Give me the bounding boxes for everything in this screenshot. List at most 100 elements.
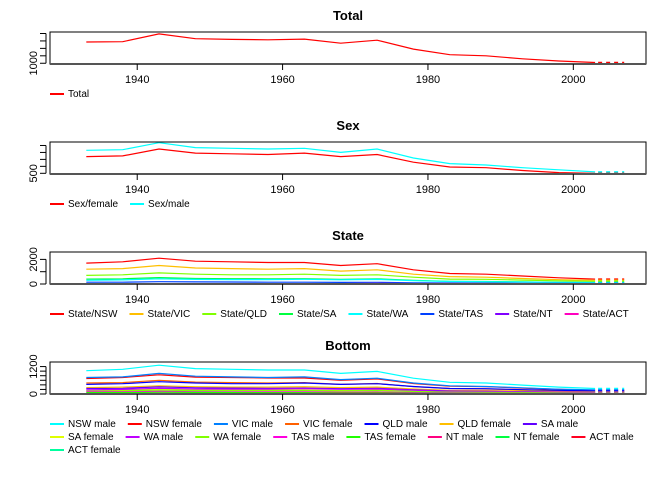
- legend-item: QLD female: [439, 419, 512, 430]
- legend-item: State/NT: [495, 309, 553, 320]
- x-tick-label: 2000: [561, 294, 585, 306]
- series-label: ACT female: [68, 445, 121, 456]
- series-label: WA male: [144, 432, 184, 443]
- series-line: [86, 278, 596, 284]
- series-label: NSW male: [68, 419, 116, 430]
- series-label: NT male: [446, 432, 484, 443]
- legend-item: NT male: [427, 432, 484, 443]
- series-line: [86, 257, 596, 280]
- x-tick-label: 1940: [125, 294, 149, 306]
- plot-area: [86, 142, 625, 175]
- series-label: Sex/female: [68, 199, 118, 210]
- legend-item: State/NSW: [50, 309, 118, 320]
- x-tick-label: 1980: [416, 294, 440, 306]
- legend-item: State/TAS: [420, 309, 483, 320]
- panel-title: Bottom: [325, 338, 371, 353]
- legend-item: State/WA: [348, 309, 409, 320]
- series-label: QLD male: [383, 419, 428, 430]
- x-tick-label: 1980: [416, 74, 440, 86]
- legend-item: TAS male: [273, 432, 335, 443]
- legend-item: State/QLD: [202, 309, 267, 320]
- legend-item: WA male: [125, 432, 184, 443]
- series-line: [86, 389, 596, 394]
- legend-item: ACT female: [50, 445, 121, 456]
- y-tick-label: 500: [28, 164, 40, 182]
- y-tick-label: 1000: [28, 51, 40, 75]
- legend-item: SA male: [522, 419, 579, 430]
- y-tick-label: 1200: [28, 354, 40, 378]
- x-tick-label: 1980: [416, 404, 440, 416]
- series-label: State/ACT: [583, 309, 629, 320]
- legend-item: SA female: [50, 432, 114, 443]
- series-label: SA male: [541, 419, 579, 430]
- series-line: [86, 148, 596, 174]
- legend-item: NT female: [495, 432, 560, 443]
- series-line: [86, 264, 596, 281]
- x-tick-label: 1940: [125, 184, 149, 196]
- x-tick-label: 1960: [270, 404, 294, 416]
- series-label: State/SA: [297, 309, 337, 320]
- series-label: TAS female: [364, 432, 416, 443]
- legend-item: Sex/male: [130, 199, 190, 210]
- legend-item: ACT male: [571, 432, 634, 443]
- series-label: State/WA: [366, 309, 408, 320]
- series-legend: NSW male NSW female VIC male VIC female QLD …: [50, 419, 634, 456]
- series-line: [86, 385, 596, 393]
- panel-title: State: [332, 228, 364, 243]
- series-line: [86, 33, 596, 64]
- series-label: State/VIC: [147, 309, 190, 320]
- legend-item: VIC male: [213, 419, 274, 430]
- plot-box: [49, 31, 647, 65]
- panel-title: Sex: [336, 118, 360, 133]
- series-legend: Total: [50, 89, 89, 100]
- series-label: WA female: [213, 432, 261, 443]
- legend-item: State/ACT: [564, 309, 629, 320]
- panel-title: Total: [333, 8, 363, 23]
- legend-item: NSW female: [127, 419, 202, 430]
- series-label: SA female: [68, 432, 114, 443]
- series-line: [86, 381, 596, 392]
- y-tick-label: 0: [28, 281, 40, 287]
- series-label: Sex/male: [148, 199, 190, 210]
- series-line: [86, 142, 596, 173]
- series-label: State/NT: [513, 309, 552, 320]
- panel-sex: Sex 1940 1960 1980 2000 500 Sex/female Sex/male: [28, 118, 647, 210]
- plot-area: [86, 33, 625, 64]
- legend-item: State/SA: [278, 309, 337, 320]
- series-label: TAS male: [291, 432, 335, 443]
- series-line: [86, 387, 596, 394]
- legend-item: QLD male: [364, 419, 428, 430]
- x-tick-label: 1960: [270, 294, 294, 306]
- series-legend: State/NSW State/VIC State/QLD State/SA State…: [50, 309, 629, 320]
- x-tick-label: 1940: [125, 404, 149, 416]
- plot-area: [86, 364, 625, 395]
- legend-item: WA female: [195, 432, 262, 443]
- series-label: State/QLD: [220, 309, 267, 320]
- x-tick-label: 2000: [561, 404, 585, 416]
- panel-total: Total 1940 1960 1980 2000 1000 Total: [28, 8, 647, 100]
- panel-bottom: Bottom 1940 1960 1980 2000 0 1200 NSW male NSW f…: [28, 338, 647, 456]
- y-tick-label: 0: [28, 391, 40, 397]
- x-tick-label: 1980: [416, 184, 440, 196]
- legend-item: State/VIC: [129, 309, 190, 320]
- series-label: VIC male: [232, 419, 274, 430]
- series-label: VIC female: [303, 419, 353, 430]
- series-label: ACT male: [589, 432, 634, 443]
- x-tick-label: 2000: [561, 184, 585, 196]
- plot-area: [86, 257, 625, 285]
- x-tick-label: 1940: [125, 74, 149, 86]
- series-line: [86, 372, 596, 391]
- series-label: QLD female: [458, 419, 512, 430]
- x-tick-label: 2000: [561, 74, 585, 86]
- x-tick-label: 1960: [270, 184, 294, 196]
- series-label: NT female: [514, 432, 560, 443]
- series-label: State/NSW: [68, 309, 118, 320]
- legend-item: NSW male: [50, 419, 116, 430]
- legend-item: Sex/female: [50, 199, 118, 210]
- legend-item: TAS female: [346, 432, 416, 443]
- series-legend: Sex/female Sex/male: [50, 199, 190, 210]
- y-tick-label: 2000: [28, 247, 40, 271]
- series-line: [86, 272, 596, 282]
